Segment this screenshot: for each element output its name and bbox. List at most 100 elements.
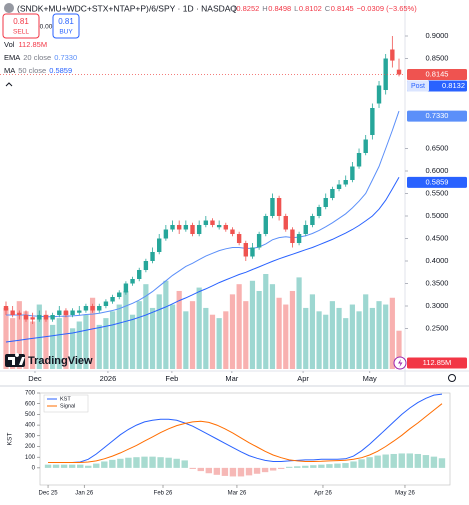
change: −0.0309 (−3.65%) (357, 4, 418, 13)
buy-price[interactable]: 0.81 (58, 17, 74, 26)
sell-label[interactable]: SELL (13, 29, 29, 36)
candle-body (330, 189, 335, 198)
sell-price[interactable]: 0.81 (13, 17, 29, 26)
volume-bar (10, 318, 16, 369)
volume-bar (43, 314, 49, 369)
candle-body (296, 234, 302, 243)
volume-bar (369, 307, 375, 369)
y-tick-label: 200 (25, 444, 36, 450)
volume-bar (349, 304, 355, 369)
volume-bar (263, 274, 269, 369)
histogram-bar (213, 467, 221, 475)
logo-glyph (8, 353, 25, 365)
volume-bar (276, 297, 282, 369)
volume-bar (336, 307, 342, 369)
candle-body (77, 310, 82, 313)
histogram-bar (197, 467, 204, 472)
volume-bar (163, 280, 169, 369)
branding: TradingView (28, 355, 93, 367)
volume-bar (109, 311, 116, 369)
symbol-title: (SNDK+MU+WDC+STX+NTAP+P)/6/SPY · 1D · NA… (17, 3, 237, 13)
volume-bar (256, 290, 262, 369)
volume-bar (296, 277, 302, 369)
kst-line (48, 393, 443, 463)
volume-bar (50, 324, 56, 369)
high-value: 0.8498 (268, 4, 291, 13)
ma-value-label: 0.5859 (426, 177, 449, 186)
volume-bar (36, 304, 42, 369)
volume-bar (103, 318, 109, 369)
buy-button[interactable]: 0.81 BUY (52, 13, 80, 39)
post-price: 0.8132 (442, 81, 465, 90)
volume-bar (383, 304, 389, 369)
y-tick-label: 500 (25, 412, 36, 418)
y-tick-label: 0.4000 (426, 256, 449, 265)
ema-value-label: 0.7330 (426, 111, 449, 120)
candle-body (23, 315, 29, 320)
histogram-bar (157, 457, 164, 468)
candle-body (356, 153, 362, 167)
volume-bar (283, 304, 289, 369)
histogram-bar (310, 465, 317, 468)
alert-glyph (398, 359, 403, 367)
y-tick-label: 0.5500 (426, 188, 449, 197)
volume-bar (243, 301, 249, 369)
volume-bar (76, 321, 82, 369)
volume-bar (196, 287, 202, 369)
y-tick-label: 600 (25, 401, 36, 407)
volume-bar (3, 307, 9, 369)
histogram-bar (390, 453, 397, 468)
histogram-bar (205, 467, 213, 474)
y-tick-label: 0.6000 (426, 166, 449, 175)
candle-body (256, 234, 262, 248)
collapse-icon[interactable] (5, 82, 13, 87)
candle-body (130, 279, 135, 284)
kst-line (48, 403, 443, 463)
buy-label[interactable]: BUY (59, 29, 73, 36)
histogram-bar (374, 455, 381, 468)
ma-legend-value: 0.5859 (49, 66, 72, 75)
volume-bar (356, 311, 362, 369)
y-tick-label: 0.3500 (426, 278, 449, 287)
candle-body (363, 139, 368, 153)
candle-body (350, 166, 355, 180)
histogram-bar (294, 466, 301, 468)
y-tick-label: 0.6500 (426, 143, 449, 152)
histogram-bar (366, 457, 373, 468)
y-tick-label: 100 (25, 455, 36, 461)
kst-chart: 0 100 200 300 400 500 600 700 Dec 25 Jan 26 Feb 26… (25, 391, 446, 497)
candle-body (210, 220, 215, 225)
x-tick-label: Apr 26 (314, 491, 332, 497)
volume-bar (176, 290, 182, 369)
candle-body (396, 69, 402, 75)
price-chart (3, 36, 402, 369)
candle-body (50, 315, 55, 320)
histogram-bar (350, 461, 357, 468)
candle-body (37, 315, 42, 320)
volume-bar (269, 284, 276, 369)
histogram-bar (141, 456, 148, 468)
y-tick-label: 400 (25, 423, 36, 429)
volume-bar (396, 330, 402, 369)
y-tick-label: 700 (25, 391, 36, 397)
sell-button[interactable]: 0.81 SELL (2, 13, 40, 39)
volume-bar (143, 284, 149, 369)
candle-body (216, 225, 222, 228)
sell-box[interactable] (2, 13, 40, 39)
candle-body (176, 225, 182, 230)
candle-body (157, 238, 162, 252)
candle-body (243, 243, 248, 257)
x-tick-label: 2026 (100, 374, 117, 383)
volume-bar (183, 311, 189, 369)
histogram-bar (181, 460, 188, 468)
buy-box[interactable] (52, 13, 80, 39)
histogram-bar (261, 467, 269, 473)
histogram-bar (358, 459, 365, 468)
candle-body (190, 225, 195, 234)
settings-icon[interactable] (448, 374, 456, 382)
y-tick-label: 0 (32, 465, 36, 471)
volume-bar (216, 318, 222, 369)
ma-legend-name: MA (4, 66, 15, 75)
histogram-bar (173, 458, 180, 468)
volume-bar (189, 301, 196, 369)
